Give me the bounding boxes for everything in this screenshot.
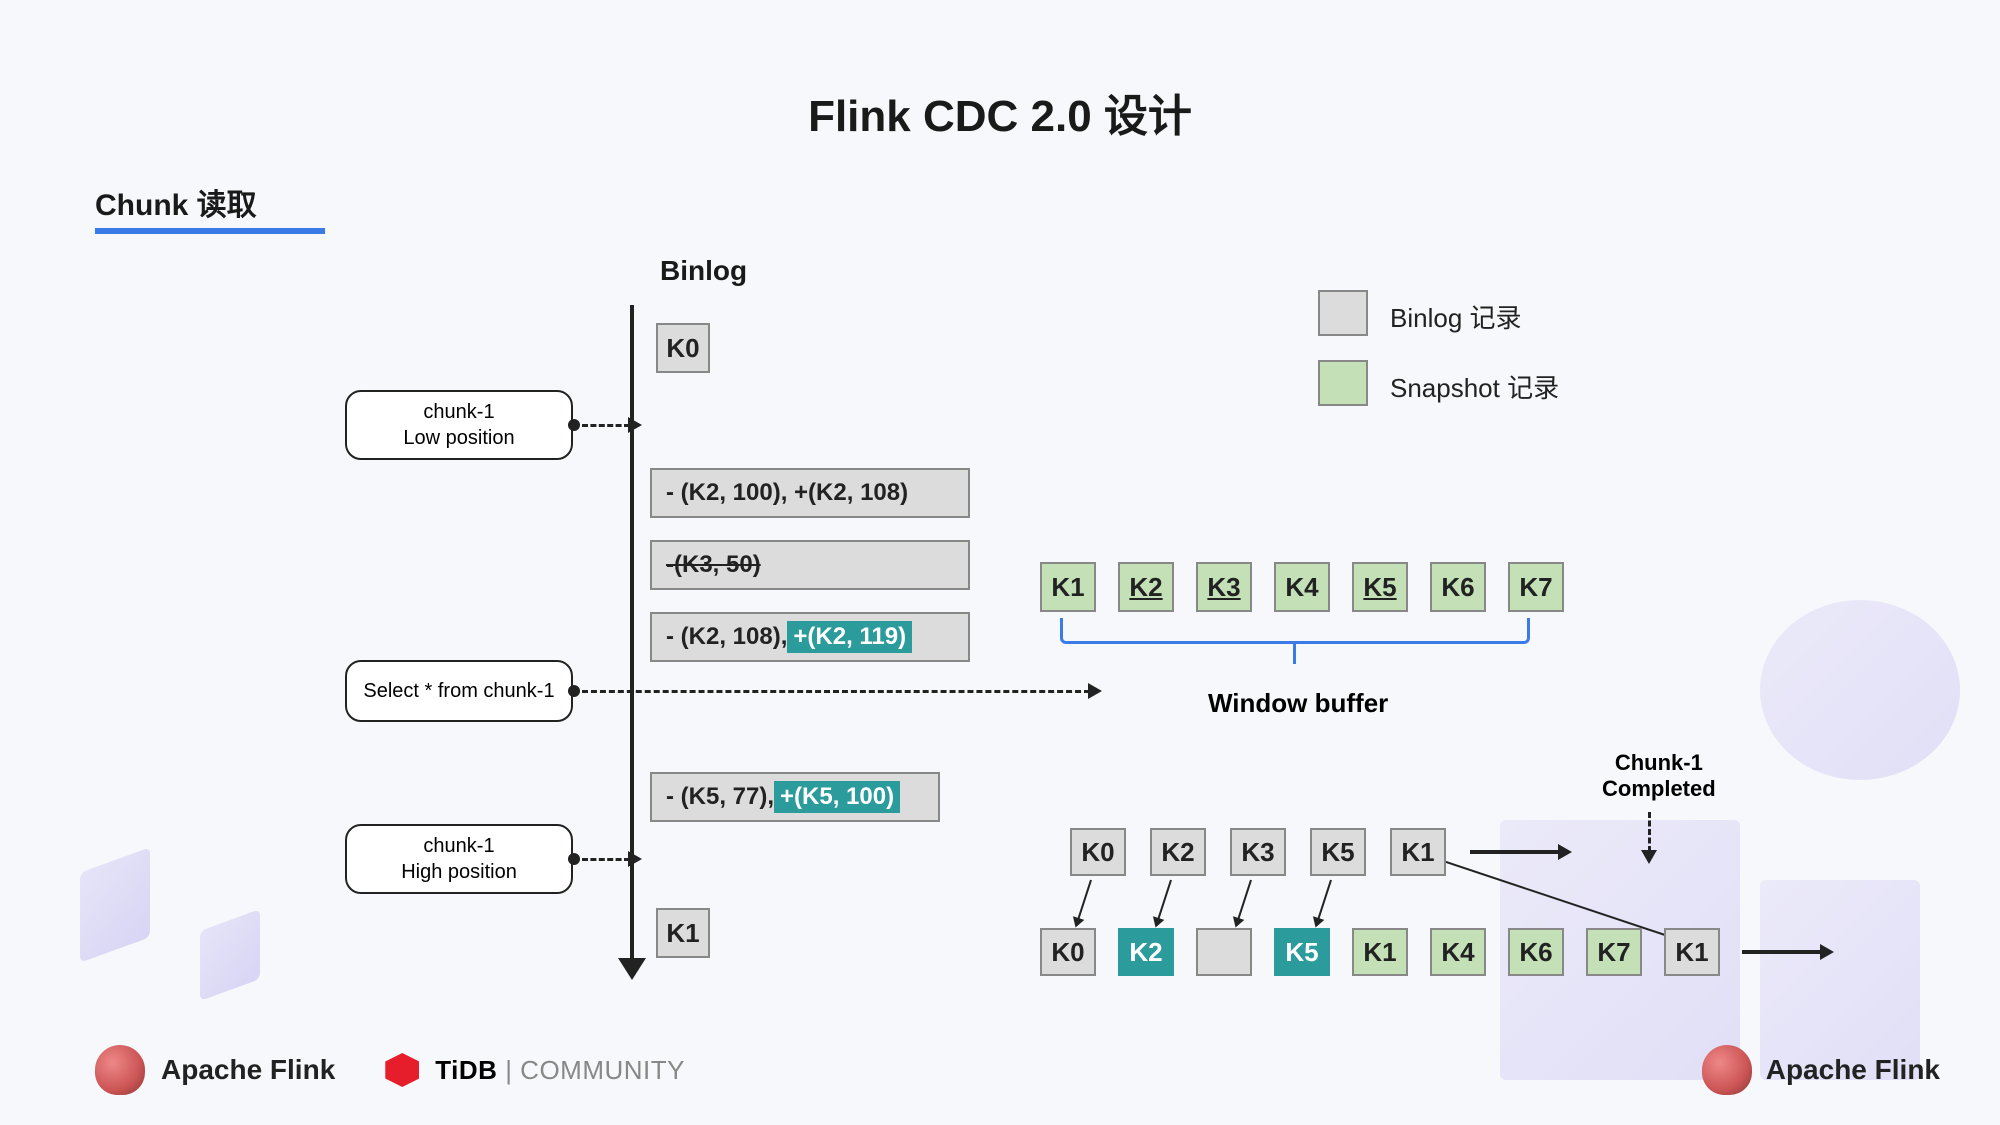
connector-dot xyxy=(568,853,580,865)
solid-arrow-bottom xyxy=(1742,950,1822,954)
output-bottom-item: K4 xyxy=(1430,928,1486,976)
arrow-low xyxy=(628,417,642,433)
footer-tidb-text: TiDB | COMMUNITY xyxy=(435,1055,685,1086)
output-top-item: K3 xyxy=(1230,828,1286,876)
output-bottom-item xyxy=(1196,928,1252,976)
legend-swatch-binlog xyxy=(1318,290,1368,336)
window-buffer-item: K7 xyxy=(1508,562,1564,612)
arrow-high xyxy=(628,851,642,867)
legend-text-binlog: Binlog 记录 xyxy=(1390,298,1522,335)
diag-arrow xyxy=(1315,880,1332,926)
window-buffer-item: K3 xyxy=(1196,562,1252,612)
output-top-item: K5 xyxy=(1310,828,1366,876)
label-chunk-high: chunk-1 High position xyxy=(345,824,573,894)
label-chunk-low: chunk-1 Low position xyxy=(345,390,573,460)
output-bottom-item: K2 xyxy=(1118,928,1174,976)
binlog-k1: K1 xyxy=(656,908,710,958)
deco-cube xyxy=(80,847,150,962)
timeline-arrowhead xyxy=(618,958,646,980)
binlog-row-3-a: - (K2, 108), xyxy=(666,623,787,651)
connector-dot xyxy=(568,419,580,431)
diag-arrow xyxy=(1075,880,1092,926)
legend-swatch-snapshot xyxy=(1318,360,1368,406)
output-bottom-item: K7 xyxy=(1586,928,1642,976)
output-top-item: K2 xyxy=(1150,828,1206,876)
footer-community: | COMMUNITY xyxy=(497,1055,685,1085)
label-chunk-low-l1: chunk-1 xyxy=(423,399,494,425)
label-chunk-high-l1: chunk-1 xyxy=(423,833,494,859)
window-buffer-item: K5 xyxy=(1352,562,1408,612)
dash-select xyxy=(582,690,1090,693)
binlog-row-3: - (K2, 108), +(K2, 119) xyxy=(650,612,970,662)
legend-text-snapshot: Snapshot 记录 xyxy=(1390,368,1559,405)
output-top-item: K0 xyxy=(1070,828,1126,876)
dash-high xyxy=(582,858,630,861)
binlog-label: Binlog xyxy=(660,255,747,287)
footer-flink-text: Apache Flink xyxy=(161,1054,335,1086)
arrow-select xyxy=(1088,683,1102,699)
footer-right: Apache Flink xyxy=(1702,1045,1940,1095)
window-buffer-item: K4 xyxy=(1274,562,1330,612)
window-buffer-item: K6 xyxy=(1430,562,1486,612)
deco-cube xyxy=(200,909,260,1001)
output-top-item: K1 xyxy=(1390,828,1446,876)
window-buffer-label: Window buffer xyxy=(1208,688,1388,719)
output-bottom-item: K0 xyxy=(1040,928,1096,976)
binlog-row-2-text: -(K3, 50) xyxy=(666,551,761,579)
binlog-row-4-b: +(K5, 100) xyxy=(774,781,900,813)
section-subtitle: Chunk 读取 xyxy=(95,180,257,224)
footer-tidb: TiDB xyxy=(435,1055,497,1085)
footer-left: Apache Flink TiDB | COMMUNITY xyxy=(95,1045,685,1095)
output-bottom-item: K5 xyxy=(1274,928,1330,976)
label-select: Select * from chunk-1 xyxy=(345,660,573,722)
label-select-text: Select * from chunk-1 xyxy=(363,678,554,704)
binlog-row-2: -(K3, 50) xyxy=(650,540,970,590)
label-chunk-low-l2: Low position xyxy=(403,425,514,451)
window-buffer-item: K2 xyxy=(1118,562,1174,612)
bracket-stem xyxy=(1293,644,1296,664)
output-bottom-item: K6 xyxy=(1508,928,1564,976)
deco-cloud xyxy=(1760,600,1960,780)
window-buffer-item: K1 xyxy=(1040,562,1096,612)
bracket xyxy=(1060,618,1530,644)
output-bottom-item: K1 xyxy=(1352,928,1408,976)
chunk-completed-label: Chunk-1 Completed xyxy=(1602,750,1716,803)
footer-flink-text-right: Apache Flink xyxy=(1766,1054,1940,1086)
diag-arrow xyxy=(1235,880,1252,926)
output-bottom-item: K1 xyxy=(1664,928,1720,976)
binlog-row-4: - (K5, 77), +(K5, 100) xyxy=(650,772,940,822)
binlog-row-1: - (K2, 100), +(K2, 108) xyxy=(650,468,970,518)
page-title: Flink CDC 2.0 设计 xyxy=(0,80,2000,144)
flink-logo-icon xyxy=(95,1045,145,1095)
binlog-row-3-b: +(K2, 119) xyxy=(787,621,912,653)
binlog-row-4-a: - (K5, 77), xyxy=(666,783,774,811)
connector-dot xyxy=(568,685,580,697)
flink-logo-icon xyxy=(1702,1045,1752,1095)
tidb-logo-icon xyxy=(385,1053,419,1087)
label-chunk-high-l2: High position xyxy=(401,859,517,885)
diag-arrow xyxy=(1155,880,1172,926)
binlog-k0: K0 xyxy=(656,323,710,373)
subtitle-underline xyxy=(95,228,325,234)
dash-chunk-completed xyxy=(1648,812,1651,852)
dash-low xyxy=(582,424,630,427)
